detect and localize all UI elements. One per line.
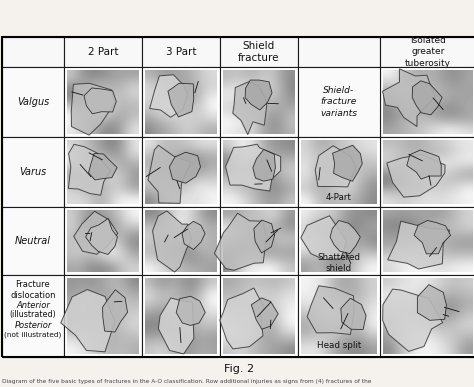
Bar [220, 275, 298, 357]
Text: Neutral: Neutral [15, 236, 51, 246]
Bar [64, 37, 142, 67]
Text: 2 Part: 2 Part [88, 47, 118, 57]
Polygon shape [315, 146, 356, 187]
Polygon shape [251, 298, 278, 329]
Polygon shape [169, 152, 201, 183]
Polygon shape [102, 290, 128, 332]
Text: Fracture
dislocation: Fracture dislocation [10, 280, 56, 300]
Polygon shape [168, 83, 194, 117]
Bar [380, 137, 474, 207]
Polygon shape [74, 211, 118, 254]
Text: Isolated
greater
tuberosity: Isolated greater tuberosity [405, 36, 451, 68]
Polygon shape [333, 145, 362, 181]
Bar [2, 37, 474, 357]
Bar [380, 67, 474, 137]
Text: Posterior: Posterior [14, 322, 52, 330]
Bar [64, 67, 142, 137]
Text: Diagram of the five basic types of fractures in the A-O classification. Row addi: Diagram of the five basic types of fract… [2, 379, 372, 384]
Bar [220, 67, 298, 137]
Bar [64, 207, 142, 275]
Text: (illustrated): (illustrated) [9, 310, 56, 319]
Text: Anterior: Anterior [16, 301, 50, 310]
Polygon shape [150, 75, 188, 117]
Text: Head split: Head split [317, 341, 361, 349]
Polygon shape [245, 80, 272, 110]
Polygon shape [307, 286, 354, 334]
Bar [142, 275, 220, 357]
Bar [380, 275, 474, 357]
Bar [142, 67, 220, 137]
Bar [298, 207, 380, 275]
Bar [220, 137, 298, 207]
Polygon shape [254, 220, 274, 253]
Polygon shape [84, 88, 116, 114]
Bar [380, 207, 474, 275]
Bar [220, 207, 298, 275]
Polygon shape [89, 153, 117, 180]
Polygon shape [387, 154, 445, 197]
Polygon shape [341, 298, 366, 330]
Polygon shape [330, 221, 360, 253]
Polygon shape [412, 81, 442, 115]
Text: Varus: Varus [19, 167, 46, 177]
Polygon shape [153, 211, 191, 272]
Text: Fig. 2: Fig. 2 [224, 364, 254, 374]
Bar [298, 67, 380, 137]
Polygon shape [253, 149, 275, 181]
Text: Shattered
shield: Shattered shield [318, 253, 361, 273]
Polygon shape [71, 83, 115, 135]
Polygon shape [233, 82, 267, 135]
Text: Shield-
fracture
variants: Shield- fracture variants [320, 86, 357, 118]
Text: 3 Part: 3 Part [166, 47, 196, 57]
Polygon shape [214, 213, 266, 270]
Polygon shape [61, 289, 115, 352]
Polygon shape [86, 218, 118, 255]
Text: Valgus: Valgus [17, 97, 49, 107]
Polygon shape [220, 288, 264, 349]
Bar [64, 137, 142, 207]
Bar [380, 37, 474, 67]
Polygon shape [383, 69, 435, 127]
Bar [142, 37, 220, 67]
Bar [2, 207, 64, 275]
Bar [142, 207, 220, 275]
Text: (not illustrated): (not illustrated) [4, 332, 62, 338]
Polygon shape [301, 216, 346, 260]
Bar [298, 275, 380, 357]
Bar [2, 37, 64, 67]
Bar [298, 137, 380, 207]
Bar [2, 275, 64, 357]
Bar [2, 137, 64, 207]
Bar [2, 67, 64, 137]
Polygon shape [182, 221, 205, 250]
Polygon shape [148, 145, 191, 203]
Polygon shape [417, 285, 447, 320]
Text: Shield
fracture: Shield fracture [238, 41, 280, 63]
Polygon shape [158, 298, 194, 354]
Polygon shape [176, 296, 205, 325]
Polygon shape [414, 221, 451, 254]
Polygon shape [68, 144, 110, 195]
Polygon shape [226, 144, 281, 191]
Polygon shape [383, 289, 443, 351]
Bar [64, 275, 142, 357]
Bar [142, 137, 220, 207]
Text: 4-Part: 4-Part [326, 192, 352, 202]
Polygon shape [388, 221, 450, 269]
Bar [298, 37, 380, 67]
Polygon shape [407, 150, 441, 179]
Bar [220, 37, 298, 67]
